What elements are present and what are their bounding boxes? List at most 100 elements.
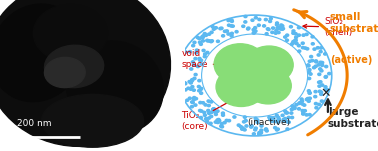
Circle shape [317,54,320,56]
Circle shape [292,32,295,34]
Circle shape [210,111,213,113]
Circle shape [190,80,193,83]
Circle shape [276,27,279,30]
Circle shape [201,40,204,42]
Circle shape [311,59,314,62]
Circle shape [308,92,311,94]
Circle shape [231,20,234,22]
Circle shape [272,117,275,119]
Circle shape [189,82,192,84]
Circle shape [211,40,214,42]
Circle shape [314,102,318,105]
Circle shape [263,25,266,27]
Circle shape [307,100,310,102]
Circle shape [300,98,303,100]
Circle shape [310,55,313,58]
Circle shape [198,109,201,112]
Circle shape [190,68,193,70]
Circle shape [230,25,233,27]
Circle shape [305,33,308,35]
Circle shape [320,91,322,93]
Circle shape [314,95,317,98]
Circle shape [219,27,222,30]
Circle shape [253,31,256,34]
Circle shape [290,26,293,28]
Circle shape [292,30,295,32]
Circle shape [305,114,308,116]
Circle shape [242,121,245,123]
Circle shape [308,97,311,100]
Circle shape [254,127,257,129]
Circle shape [209,122,212,125]
Circle shape [216,121,219,124]
Circle shape [216,67,266,106]
Circle shape [287,116,290,119]
Text: TiO₂
(core): TiO₂ (core) [181,97,237,130]
Circle shape [200,59,203,62]
Circle shape [308,92,311,94]
Circle shape [200,63,203,65]
Circle shape [207,104,210,107]
Circle shape [210,31,213,34]
Circle shape [297,34,301,36]
Circle shape [313,66,316,69]
Circle shape [194,104,197,106]
Circle shape [271,31,274,34]
Ellipse shape [42,94,144,147]
Circle shape [245,46,293,84]
Circle shape [319,68,322,70]
Circle shape [208,117,211,119]
Circle shape [220,27,223,29]
Circle shape [297,108,301,110]
Text: (active): (active) [330,55,372,65]
Circle shape [208,33,211,35]
Circle shape [297,26,301,29]
Circle shape [198,59,201,61]
Circle shape [193,41,196,44]
Circle shape [325,76,327,78]
Circle shape [186,99,189,101]
Circle shape [243,116,246,118]
Circle shape [291,42,294,44]
Circle shape [285,112,288,114]
Circle shape [194,73,197,76]
Circle shape [208,112,211,114]
Circle shape [256,121,259,124]
Circle shape [199,89,202,91]
Circle shape [270,117,273,119]
Circle shape [264,18,267,21]
Circle shape [212,108,215,111]
Circle shape [207,109,210,112]
Circle shape [214,111,217,113]
Circle shape [267,28,270,31]
Circle shape [230,32,233,35]
Circle shape [305,98,308,101]
Circle shape [318,85,321,87]
Circle shape [188,97,191,100]
Text: ✕: ✕ [320,87,330,100]
Circle shape [298,50,301,52]
Circle shape [217,40,220,42]
Circle shape [328,72,331,75]
Circle shape [314,60,318,62]
Circle shape [260,129,263,131]
Circle shape [204,53,207,55]
Circle shape [319,81,322,83]
Circle shape [303,104,306,106]
Circle shape [208,40,211,42]
Circle shape [280,24,283,26]
Circle shape [237,124,240,126]
Circle shape [220,122,223,125]
Circle shape [264,128,267,131]
Circle shape [225,30,228,32]
Circle shape [295,42,298,45]
Ellipse shape [67,41,163,134]
Circle shape [299,101,302,104]
Circle shape [281,114,284,117]
Circle shape [201,37,204,39]
Text: SiO₂
(shell): SiO₂ (shell) [303,18,352,37]
Circle shape [214,27,217,29]
Circle shape [290,112,293,114]
Circle shape [254,117,257,120]
Circle shape [206,51,209,54]
